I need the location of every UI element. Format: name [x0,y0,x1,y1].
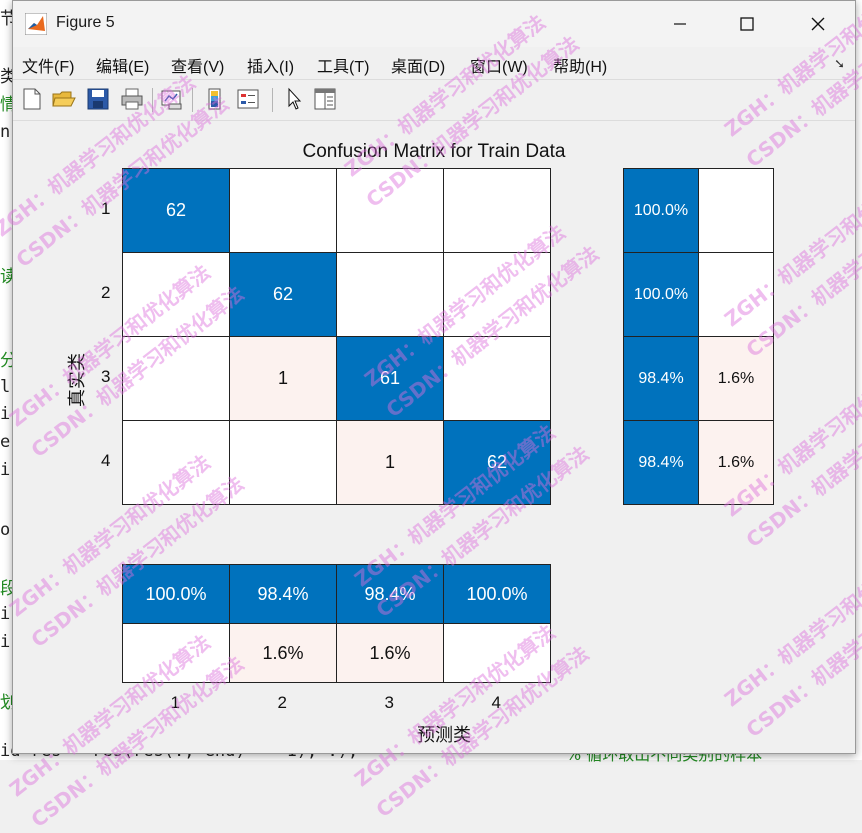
matrix-cell [122,252,230,337]
link-plot-icon[interactable] [159,86,185,112]
column-summary-cell: 98.4% [336,564,444,624]
column-summary-cell [122,623,230,683]
column-summary-cell [443,623,551,683]
figure-canvas: Confusion Matrix for Train Data 62 62 1 61 1… [13,121,855,753]
toolbar-separator [272,88,273,112]
menu-help[interactable]: 帮助(H) [553,59,608,76]
chart-title: Confusion Matrix for Train Data [302,141,566,162]
x-axis-label: 预测类 [417,725,471,746]
legend-icon[interactable] [235,86,261,112]
row-summary-cell [698,168,774,253]
minimize-icon [674,23,686,25]
menu-edit[interactable]: 编辑(E) [96,59,150,76]
dock-icon[interactable]: ➘ [834,57,845,72]
print-icon[interactable] [119,86,145,112]
menu-tools[interactable]: 工具(T) [317,59,370,76]
y-axis-label: 真实类 [67,353,88,407]
matrix-cell [229,420,337,505]
window-title: Figure 5 [56,14,115,31]
matrix-cell [443,168,551,253]
close-icon [811,17,825,31]
matrix-cell [122,420,230,505]
column-summary-cell: 100.0% [122,564,230,624]
matrix-cell: 62 [229,252,337,337]
column-summary-cell: 98.4% [229,564,337,624]
toolbar-separator [192,88,193,112]
matrix-cell: 1 [336,420,444,505]
menu-window[interactable]: 窗口(W) [470,59,528,76]
menu-bar: 文件(F) 编辑(E) 查看(V) 插入(I) 工具(T) 桌面(D) 窗口(W… [13,47,855,79]
pointer-icon[interactable] [281,86,307,112]
matrix-cell [443,336,551,421]
matrix-cell: 62 [443,420,551,505]
matrix-cell [229,168,337,253]
minimize-button[interactable] [645,1,715,47]
maximize-icon [740,17,754,31]
x-tick-label: 3 [384,693,394,712]
toolbar-separator [152,88,153,112]
column-summary-cell: 1.6% [229,623,337,683]
matlab-icon [25,13,47,35]
row-summary-cell: 1.6% [698,420,774,505]
row-summary-cell: 1.6% [698,336,774,421]
row-summary-cell [698,252,774,337]
x-tick-label: 2 [277,693,287,712]
menu-file[interactable]: 文件(F) [22,59,75,76]
open-icon[interactable] [51,86,77,112]
x-tick-label: 4 [491,693,501,712]
row-summary-cell: 98.4% [623,420,699,505]
matrix-cell [336,168,444,253]
matrix-cell [122,336,230,421]
y-tick-label: 4 [101,451,111,470]
menu-desktop[interactable]: 桌面(D) [391,59,446,76]
toolbar [13,79,855,121]
row-summary-cell: 98.4% [623,336,699,421]
save-icon[interactable] [85,86,111,112]
row-summary-cell: 100.0% [623,252,699,337]
y-tick-label: 1 [101,199,111,218]
new-figure-icon[interactable] [19,86,45,112]
colorbar-icon[interactable] [202,86,228,112]
figure-window: Figure 5 文件(F) 编辑(E) 查看(V) 插入(I) 工具(T) 桌… [12,0,856,754]
column-summary-cell: 1.6% [336,623,444,683]
matrix-cell: 62 [122,168,230,253]
matrix-cell: 1 [229,336,337,421]
column-summary-cell: 100.0% [443,564,551,624]
y-tick-label: 3 [101,367,111,386]
close-button[interactable] [783,1,853,47]
matrix-cell: 61 [336,336,444,421]
menu-insert[interactable]: 插入(I) [247,59,295,76]
property-inspector-icon[interactable] [312,86,338,112]
maximize-button[interactable] [712,1,782,47]
y-tick-label: 2 [101,283,111,302]
matrix-cell [443,252,551,337]
matrix-cell [336,252,444,337]
menu-view[interactable]: 查看(V) [171,59,225,76]
row-summary-cell: 100.0% [623,168,699,253]
title-bar[interactable]: Figure 5 [13,1,855,47]
x-tick-label: 1 [170,693,180,712]
